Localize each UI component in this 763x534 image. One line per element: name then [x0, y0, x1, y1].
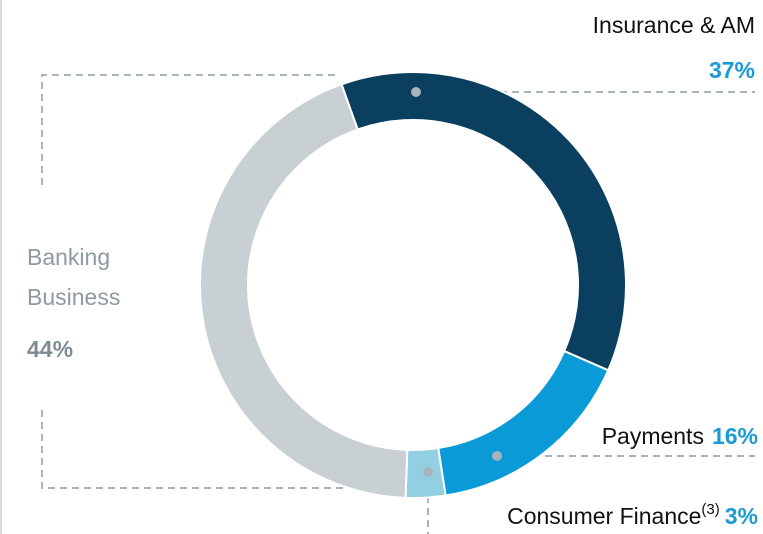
segment — [340, 71, 627, 372]
consumer-label: Consumer Finance(3) 3% — [507, 501, 758, 529]
series-name: Insurance & AM — [593, 12, 755, 38]
labels: Insurance & AM 37% Payments 16% Consumer Fin… — [507, 12, 758, 529]
series-name: Payments — [602, 423, 704, 449]
footnote: (3) — [701, 501, 719, 518]
leader-dots — [411, 87, 502, 477]
ring — [199, 71, 627, 499]
banking-value: 44% — [27, 336, 74, 362]
segment — [437, 349, 610, 497]
value-label: 16% — [712, 423, 758, 449]
banking-label: Banking Business — [27, 244, 121, 310]
series-name: Consumer Finance — [507, 503, 701, 529]
segment — [199, 83, 409, 499]
value-label: 3% — [725, 503, 758, 529]
value-label: 37% — [709, 57, 755, 83]
payments-label: Payments 16% — [602, 423, 758, 449]
